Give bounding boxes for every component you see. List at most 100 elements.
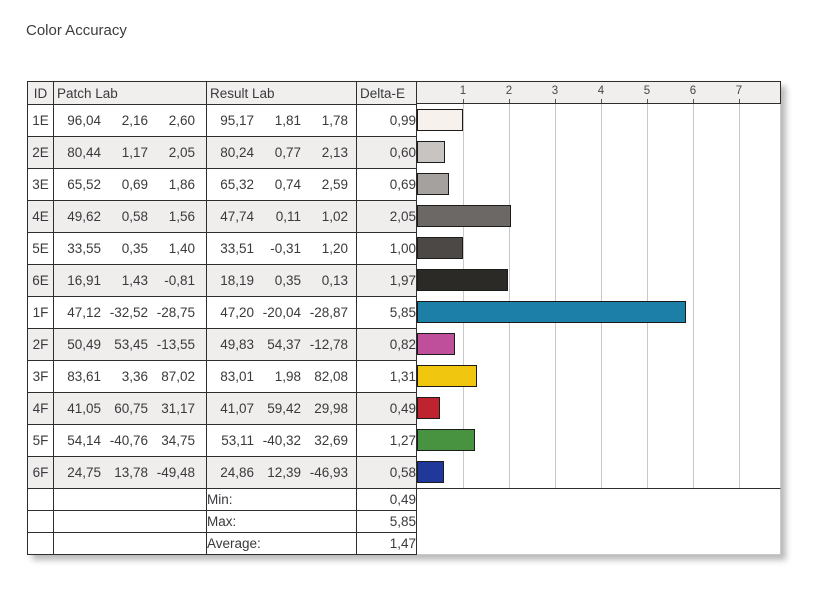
- patch-id: 6E: [27, 264, 54, 297]
- result-lab-a: 0,35: [274, 273, 301, 288]
- result-lab-b: -46,93: [309, 465, 348, 480]
- gridline: [739, 104, 740, 488]
- summary-empty-patch: [53, 532, 207, 555]
- patch-lab-a: -32,52: [109, 305, 148, 320]
- patch-lab-b: 1,56: [168, 209, 195, 224]
- patch-lab-b: -13,55: [156, 337, 195, 352]
- bar-row: [417, 232, 780, 264]
- result-lab-l: 33,51: [220, 241, 254, 256]
- summary-row: Average: 1,47: [27, 532, 417, 555]
- patch-lab-b: -0,81: [164, 273, 195, 288]
- patch-lab-l: 54,14: [67, 433, 101, 448]
- header-result-lab: Result Lab: [206, 81, 357, 105]
- patch-lab-a: 3,36: [121, 369, 148, 384]
- result-lab-a: -40,32: [262, 433, 301, 448]
- patch-id: 3F: [27, 360, 54, 393]
- result-lab-b: 82,08: [314, 369, 348, 384]
- axis-tick-mark: [555, 99, 556, 103]
- table-row: 1E 96,04 2,16 2,60 95,17 1,81 1,78 0,99: [27, 104, 417, 137]
- result-lab-cell: 83,01 1,98 82,08: [206, 360, 357, 393]
- axis-tick-mark: [739, 99, 740, 103]
- axis-tick-mark: [509, 99, 510, 103]
- patch-lab-b: -28,75: [156, 305, 195, 320]
- result-lab-l: 65,32: [220, 177, 254, 192]
- table-row: 6E 16,91 1,43 -0,81 18,19 0,35 0,13 1,97: [27, 264, 417, 297]
- patch-lab-b: 2,05: [168, 145, 195, 160]
- patch-lab-cell: 49,62 0,58 1,56: [53, 200, 207, 233]
- patch-lab-b: 87,02: [161, 369, 195, 384]
- delta-e-bar: [417, 365, 477, 387]
- patch-lab-cell: 24,75 13,78 -49,48: [53, 456, 207, 489]
- result-lab-a: 0,77: [274, 145, 301, 160]
- axis-tick-mark: [463, 99, 464, 103]
- result-lab-cell: 95,17 1,81 1,78: [206, 104, 357, 137]
- delta-e-cell: 0,82: [356, 328, 417, 361]
- result-lab-l: 47,20: [220, 305, 254, 320]
- patch-lab-a: 60,75: [114, 401, 148, 416]
- axis-tick-label: 4: [597, 85, 605, 97]
- patch-id: 1E: [27, 104, 54, 137]
- summary-empty-patch: [53, 488, 207, 511]
- patch-id: 3E: [27, 168, 54, 201]
- table-row: 2F 50,49 53,45 -13,55 49,83 54,37 -12,78 0,82: [27, 328, 417, 361]
- table-header-row: ID Patch Lab Result Lab Delta-E: [27, 81, 417, 105]
- patch-lab-b: 34,75: [161, 433, 195, 448]
- header-id: ID: [27, 81, 54, 105]
- result-lab-cell: 24,86 12,39 -46,93: [206, 456, 357, 489]
- delta-e-bar: [417, 461, 444, 483]
- result-lab-cell: 49,83 54,37 -12,78: [206, 328, 357, 361]
- patch-lab-b: 1,40: [168, 241, 195, 256]
- chart-axis-header: 1 2 3 4 5 6 7: [417, 81, 781, 104]
- result-lab-b: 0,13: [321, 273, 348, 288]
- delta-e-bar: [417, 237, 463, 259]
- bar-row: [417, 200, 780, 232]
- patch-lab-b: -49,48: [156, 465, 195, 480]
- result-lab-b: 1,20: [321, 241, 348, 256]
- patch-lab-cell: 54,14 -40,76 34,75: [53, 424, 207, 457]
- result-lab-a: -20,04: [262, 305, 301, 320]
- delta-e-cell: 0,49: [356, 392, 417, 425]
- patch-id: 4E: [27, 200, 54, 233]
- table-row: 4E 49,62 0,58 1,56 47,74 0,11 1,02 2,05: [27, 200, 417, 233]
- result-lab-l: 80,24: [220, 145, 254, 160]
- delta-e-bar: [417, 173, 449, 195]
- bar-row: [417, 392, 780, 424]
- delta-e-cell: 0,60: [356, 136, 417, 169]
- header-patch-lab: Patch Lab: [53, 81, 207, 105]
- table-row: 3F 83,61 3,36 87,02 83,01 1,98 82,08 1,31: [27, 360, 417, 393]
- table-row: 2E 80,44 1,17 2,05 80,24 0,77 2,13 0,60: [27, 136, 417, 169]
- result-lab-cell: 33,51 -0,31 1,20: [206, 232, 357, 265]
- result-lab-l: 18,19: [220, 273, 254, 288]
- axis-tick-label: 7: [735, 85, 743, 97]
- result-lab-a: 1,81: [274, 113, 301, 128]
- result-lab-l: 53,11: [221, 433, 254, 448]
- delta-e-cell: 2,05: [356, 200, 417, 233]
- table-row: 6F 24,75 13,78 -49,48 24,86 12,39 -46,93 0,58: [27, 456, 417, 489]
- patch-lab-cell: 65,52 0,69 1,86: [53, 168, 207, 201]
- result-lab-a: 59,42: [267, 401, 301, 416]
- summary-empty-id: [27, 510, 54, 533]
- patch-lab-l: 16,91: [67, 273, 101, 288]
- axis-tick-label: 2: [505, 85, 513, 97]
- patch-id: 2F: [27, 328, 54, 361]
- patch-lab-a: 0,69: [121, 177, 148, 192]
- result-lab-a: -0,31: [270, 241, 301, 256]
- summary-empty-id: [27, 532, 54, 555]
- summary-empty-patch: [53, 510, 207, 533]
- result-lab-cell: 47,74 0,11 1,02: [206, 200, 357, 233]
- patch-lab-cell: 47,12 -32,52 -28,75: [53, 296, 207, 329]
- patch-id: 5F: [27, 424, 54, 457]
- patch-lab-l: 41,05: [67, 401, 101, 416]
- header-delta-e: Delta-E: [356, 81, 417, 105]
- delta-e-cell: 5,85: [356, 296, 417, 329]
- color-accuracy-report: ID Patch Lab Result Lab Delta-E 1E 96,04 2…: [27, 81, 781, 555]
- result-lab-cell: 65,32 0,74 2,59: [206, 168, 357, 201]
- gridline: [509, 104, 510, 488]
- gridline: [601, 104, 602, 488]
- summary-empty-id: [27, 488, 54, 511]
- summary-value: 1,47: [356, 532, 417, 555]
- patch-id: 5E: [27, 232, 54, 265]
- summary-value: 0,49: [356, 488, 417, 511]
- patch-lab-b: 31,17: [161, 401, 195, 416]
- result-lab-b: 1,02: [321, 209, 348, 224]
